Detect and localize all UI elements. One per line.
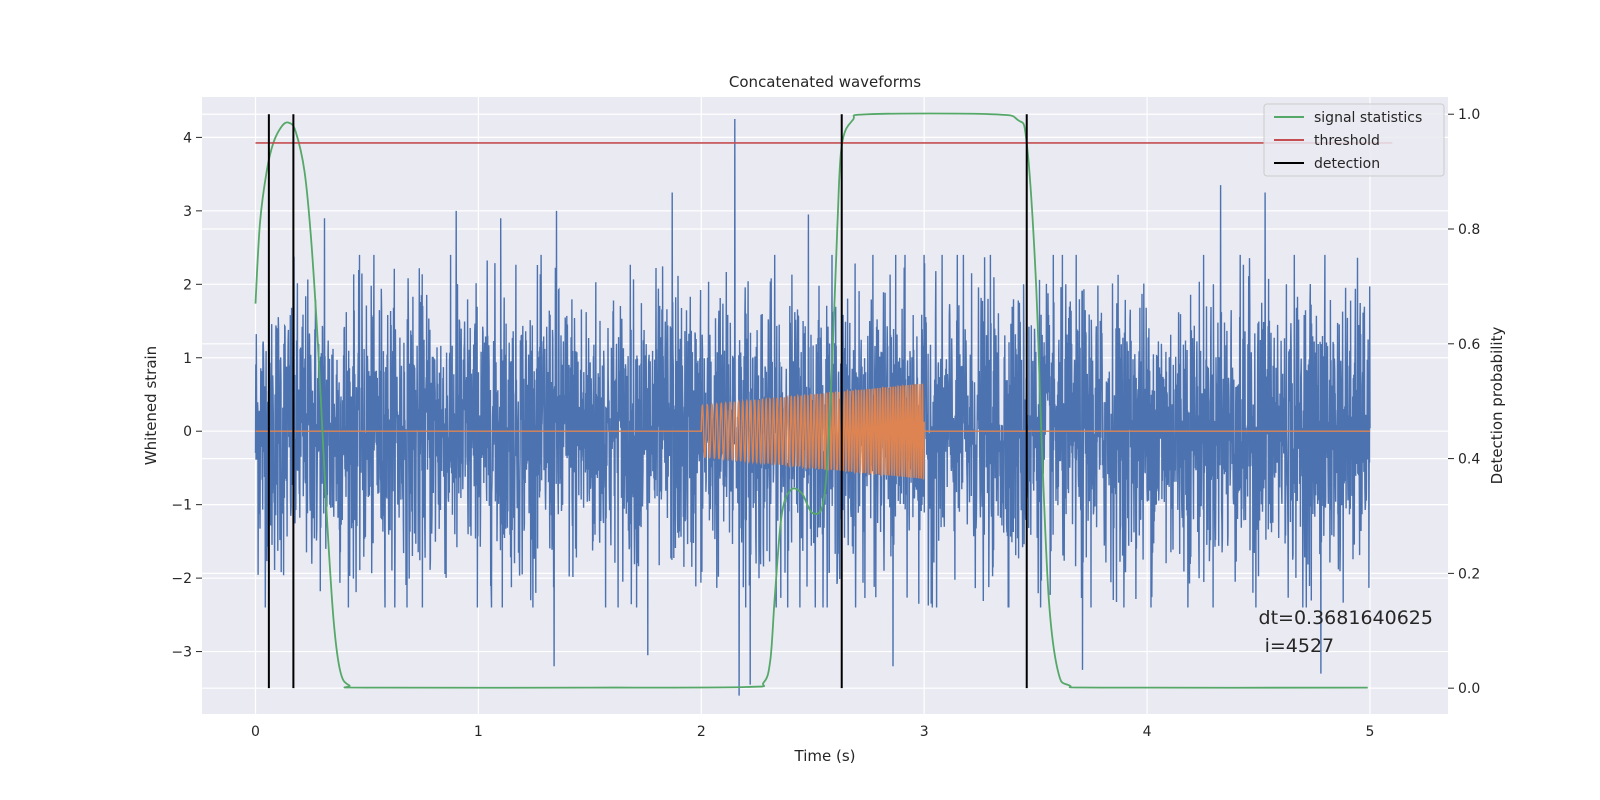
y-tick-label: −2 [171,571,192,587]
y-axis-ticks: −3 −2 −1 0 1 2 3 4 [171,130,202,661]
y2-tick-label: 0.8 [1458,222,1480,238]
y-tick-label: 0 [183,424,192,440]
x-tick-label: 5 [1366,724,1375,740]
signal-statistics-line [254,112,1368,689]
y2-axis-label: Detection probability [1488,327,1506,485]
y2-tick-label: 0.6 [1458,337,1480,353]
y-tick-label: 1 [183,351,192,367]
annotation-dt: dt=0.3681640625 [1259,607,1433,629]
annotation: dt=0.3681640625 i=4527 [1259,607,1433,657]
x-axis-label: Time (s) [794,747,856,765]
plot-area [254,112,1393,696]
y-tick-label: 3 [183,204,192,220]
x-tick-label: 2 [697,724,706,740]
x-tick-label: 4 [1143,724,1152,740]
legend: signal statistics threshold detection [1263,103,1445,177]
legend-box [1263,103,1445,177]
x-tick-label: 3 [920,724,929,740]
y-tick-label: 4 [183,130,192,146]
y2-tick-label: 0.2 [1458,566,1480,582]
y-tick-label: −3 [171,645,192,661]
chart-title: Concatenated waveforms [729,73,921,91]
y2-tick-label: 0.0 [1458,681,1480,697]
legend-label: detection [1314,156,1380,172]
y2-tick-label: 0.4 [1458,452,1480,468]
legend-label: signal statistics [1314,110,1422,126]
chirp-signal-line [255,383,1370,481]
y-tick-label: 2 [183,277,192,293]
x-tick-label: 1 [474,724,483,740]
x-tick-label: 0 [251,724,260,740]
series-layer [254,112,1393,696]
y2-tick-label: 1.0 [1458,107,1480,123]
y-tick-label: −1 [171,498,192,514]
annotation-index: i=4527 [1259,635,1335,657]
y-axis-label: Whitened strain [142,346,160,465]
legend-label: threshold [1314,133,1380,149]
x-axis-ticks: 0 1 2 3 4 5 [251,724,1374,740]
y2-axis-ticks: 0.0 0.2 0.4 0.6 0.8 1.0 [1448,107,1480,697]
